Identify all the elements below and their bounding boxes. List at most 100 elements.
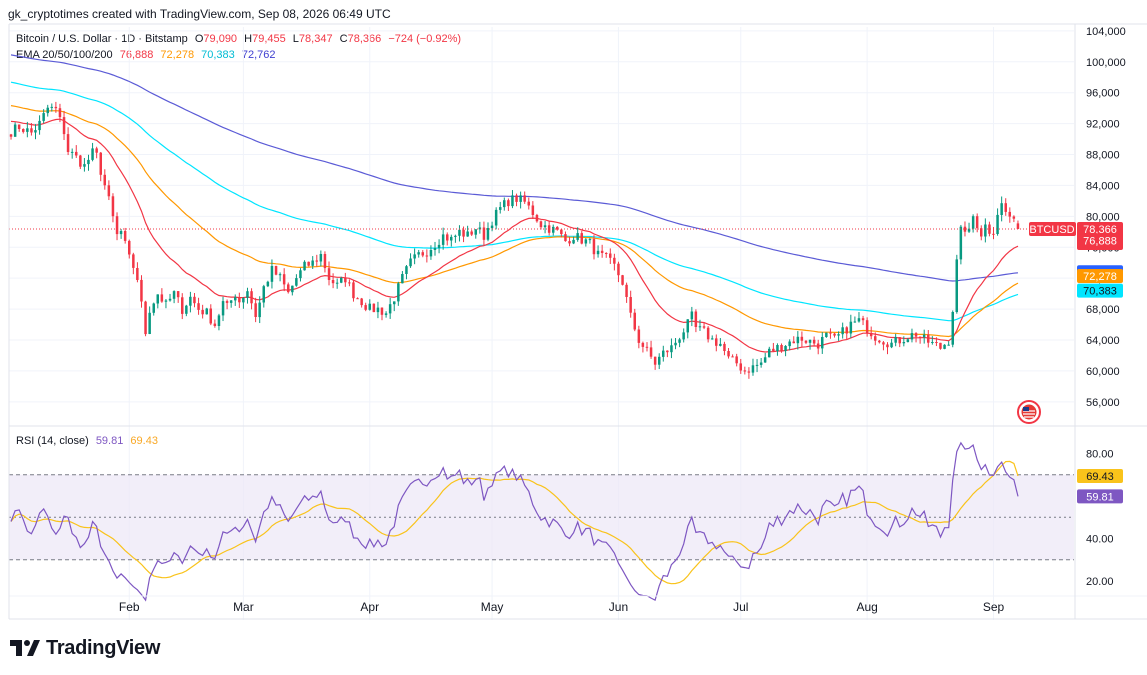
candle-body: [519, 195, 522, 202]
candle-body: [576, 233, 579, 240]
candle-body: [527, 201, 530, 206]
candle-body: [323, 254, 327, 269]
candle-body: [743, 370, 747, 372]
candle-body: [955, 259, 958, 312]
candle-body: [788, 341, 791, 347]
candle-body: [50, 106, 53, 108]
candle-body: [95, 148, 98, 153]
ema20-line: [10, 118, 1019, 353]
candle-body: [274, 266, 278, 275]
candle-body: [270, 266, 274, 282]
candle-body: [776, 345, 779, 352]
ema20-badge-bg: [1077, 233, 1123, 248]
candle-body: [441, 234, 445, 245]
candle-body: [564, 234, 567, 242]
ema50-badge-text: 72,278: [1083, 271, 1117, 283]
candle-body: [405, 266, 408, 274]
time-axis-label: Jun: [609, 600, 628, 614]
candle-body: [99, 152, 102, 175]
candle-body: [1016, 223, 1020, 229]
chart-attribution: gk_cryptotimes created with TradingView.…: [8, 7, 391, 21]
price-axis-label: 56,000: [1086, 397, 1120, 409]
candle-body: [825, 332, 828, 337]
rsi-badge-text: 59.81: [1086, 491, 1114, 503]
candle-body: [160, 294, 164, 302]
ema50-badge: 72,278: [1077, 269, 1123, 284]
candle-body: [951, 312, 954, 345]
rsi-badge-bg: [1077, 489, 1123, 504]
candle-body: [291, 285, 294, 293]
ema200-value: 72,762: [241, 49, 276, 61]
candle-body: [837, 334, 840, 336]
candle-body: [808, 339, 812, 343]
candle-body: [189, 296, 192, 306]
candle-body: [181, 297, 184, 314]
candle-body: [984, 224, 987, 237]
candle-body: [996, 214, 999, 234]
candle-body: [572, 239, 575, 244]
candle-body: [869, 333, 873, 337]
candle-body: [698, 326, 702, 328]
candle-body: [401, 274, 404, 284]
candle-body: [437, 244, 441, 248]
candle-body: [927, 334, 930, 343]
candle-body: [592, 239, 596, 255]
candle-body: [303, 261, 306, 271]
candle-body: [103, 174, 106, 186]
candle-body: [193, 296, 196, 304]
candle-body: [621, 275, 624, 285]
candle-body: [75, 151, 78, 156]
ema100-badge-text: 70,383: [1083, 286, 1117, 298]
candle-body: [1004, 203, 1007, 212]
candle-body: [446, 234, 449, 241]
candle-body: [62, 117, 66, 135]
candle-body: [931, 342, 934, 343]
candle-body: [918, 336, 922, 338]
candle-body: [454, 235, 457, 237]
candle-body: [735, 356, 738, 364]
tradingview-logo[interactable]: TradingView: [10, 636, 160, 660]
price-axis-label: 92,000: [1086, 119, 1120, 131]
price-badge-text: 78,366: [1083, 224, 1117, 236]
candle-body: [499, 207, 502, 210]
candle-body: [458, 229, 461, 236]
candle-body: [800, 336, 804, 341]
high-value: H79,455: [244, 33, 286, 45]
candle-body: [91, 148, 94, 160]
candle-body: [356, 298, 359, 300]
candle-body: [980, 228, 983, 237]
candle-body: [450, 236, 453, 241]
change-value: −724 (−0.92%): [388, 33, 462, 45]
candle-body: [250, 291, 253, 304]
candle-body: [132, 254, 135, 268]
candle-body: [792, 341, 795, 344]
candle-body: [474, 229, 477, 235]
candle-body: [629, 297, 632, 313]
flag-icon[interactable]: [1017, 400, 1041, 424]
candle-body: [763, 357, 767, 363]
candle-body: [653, 356, 657, 365]
candle-body: [258, 302, 261, 318]
candle-body: [588, 239, 592, 241]
candle-body: [413, 254, 416, 259]
candle-body: [287, 284, 290, 293]
rsi-badge: 59.81: [1077, 489, 1123, 504]
ema20-badge: 76,888: [1077, 233, 1123, 248]
candle-body: [128, 240, 131, 255]
candle-body: [645, 346, 649, 348]
candle-body: [185, 305, 188, 314]
candle-body: [217, 315, 221, 326]
candle-body: [751, 365, 755, 373]
candle-body: [9, 134, 13, 137]
candle-body: [637, 329, 641, 343]
candle-body: [315, 260, 318, 262]
rsi-axis-label: 40.00: [1086, 534, 1114, 546]
candle-body: [311, 260, 314, 266]
candle-body: [470, 231, 473, 235]
candle-body: [344, 277, 347, 283]
price-axis-label: 68,000: [1086, 304, 1120, 316]
candle-body: [262, 286, 265, 303]
ema-legend: EMA 20/50/100/200 76,888 72,278 70,383 7…: [16, 49, 280, 61]
candle-body: [144, 301, 147, 335]
